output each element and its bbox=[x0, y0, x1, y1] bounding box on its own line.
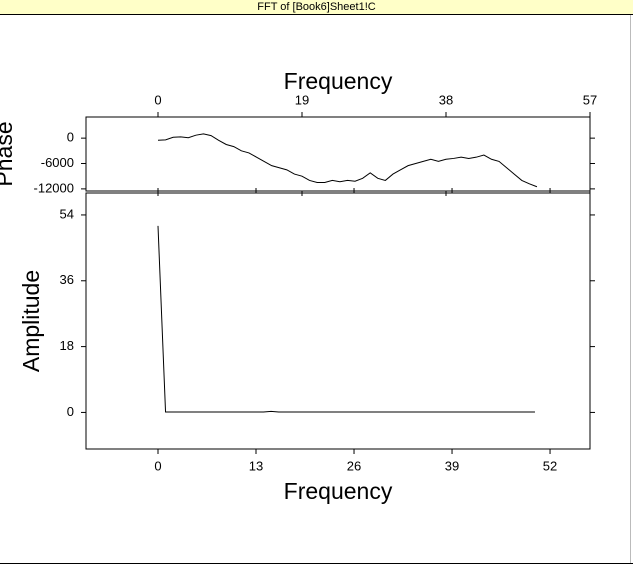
y-axis-label: Amplitude bbox=[18, 270, 44, 372]
y-axis-label: Phase bbox=[0, 121, 17, 186]
y-tick-label: -12000 bbox=[34, 180, 74, 195]
x-tick-label: 0 bbox=[154, 92, 161, 107]
x-tick-label: 13 bbox=[249, 458, 263, 473]
plot-frame bbox=[85, 192, 591, 450]
window-title: FFT of [Book6]Sheet1!C bbox=[0, 0, 633, 15]
x-axis-label: Frequency bbox=[284, 478, 393, 504]
x-tick-label: 52 bbox=[543, 458, 557, 473]
y-tick-label: 54 bbox=[60, 206, 74, 221]
x-tick-label: 0 bbox=[154, 458, 161, 473]
x-tick-label: 57 bbox=[583, 92, 597, 107]
y-tick-label: 18 bbox=[60, 338, 74, 353]
plot-frame bbox=[85, 116, 591, 192]
x-tick-label: 19 bbox=[295, 92, 309, 107]
y-tick-label: 0 bbox=[67, 130, 74, 145]
data-line bbox=[157, 133, 538, 188]
x-tick-label: 39 bbox=[445, 458, 459, 473]
x-tick-label: 26 bbox=[347, 458, 361, 473]
y-tick-label: -6000 bbox=[41, 155, 74, 170]
x-axis-label: Frequency bbox=[284, 68, 393, 94]
x-tick-label: 38 bbox=[439, 92, 453, 107]
y-tick-label: 36 bbox=[60, 272, 74, 287]
data-line bbox=[157, 225, 535, 413]
y-tick-label: 0 bbox=[67, 404, 74, 419]
